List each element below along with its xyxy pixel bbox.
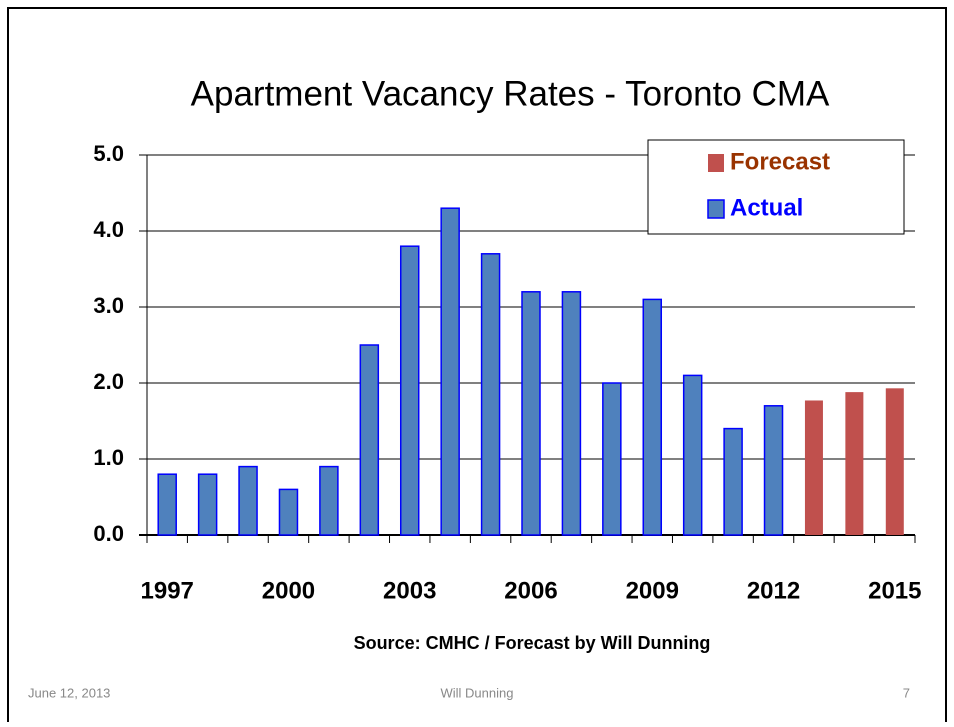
bar xyxy=(845,392,864,535)
bar xyxy=(642,298,663,536)
y-tick-label: 4.0 xyxy=(93,217,124,242)
bar xyxy=(157,473,177,536)
footer-date: June 12, 2013 xyxy=(28,685,110,700)
bar xyxy=(561,291,582,536)
x-tick-label: 2006 xyxy=(504,577,557,604)
legend-swatch xyxy=(707,199,725,219)
x-tick-label: 1997 xyxy=(141,577,194,604)
legend-box xyxy=(647,139,905,235)
bar xyxy=(804,400,823,535)
y-tick-label: 5.0 xyxy=(93,141,124,166)
x-tick-label: 2015 xyxy=(868,577,921,604)
bar xyxy=(359,344,380,536)
footer-author: Will Dunning xyxy=(441,685,514,700)
x-tick-label: 2003 xyxy=(383,577,436,604)
bar xyxy=(480,253,501,536)
bar xyxy=(885,388,904,535)
y-tick-label: 3.0 xyxy=(93,293,124,318)
x-tick-label: 2012 xyxy=(747,577,800,604)
slide-frame xyxy=(7,7,947,722)
bar xyxy=(723,427,743,536)
bar xyxy=(602,382,622,536)
x-tick-label: 2000 xyxy=(262,577,315,604)
bar xyxy=(238,465,258,536)
bar xyxy=(399,245,420,536)
bar xyxy=(278,488,299,536)
y-tick-label: 2.0 xyxy=(93,369,124,394)
bar xyxy=(521,291,541,536)
bar xyxy=(682,374,703,536)
footer-page: 7 xyxy=(903,685,910,700)
y-tick-label: 1.0 xyxy=(93,445,124,470)
source-note: Source: CMHC / Forecast by Will Dunning xyxy=(354,633,711,653)
y-tick-label: 0.0 xyxy=(93,521,124,546)
x-tick-label: 2009 xyxy=(626,577,679,604)
bar xyxy=(197,473,218,536)
bar xyxy=(319,465,339,536)
legend-label: Actual xyxy=(730,194,803,221)
legend-label: Forecast xyxy=(730,148,830,175)
chart-title: Apartment Vacancy Rates - Toronto CMA xyxy=(191,74,830,113)
bar xyxy=(440,207,460,536)
legend-swatch xyxy=(708,154,724,172)
bar xyxy=(763,405,784,536)
